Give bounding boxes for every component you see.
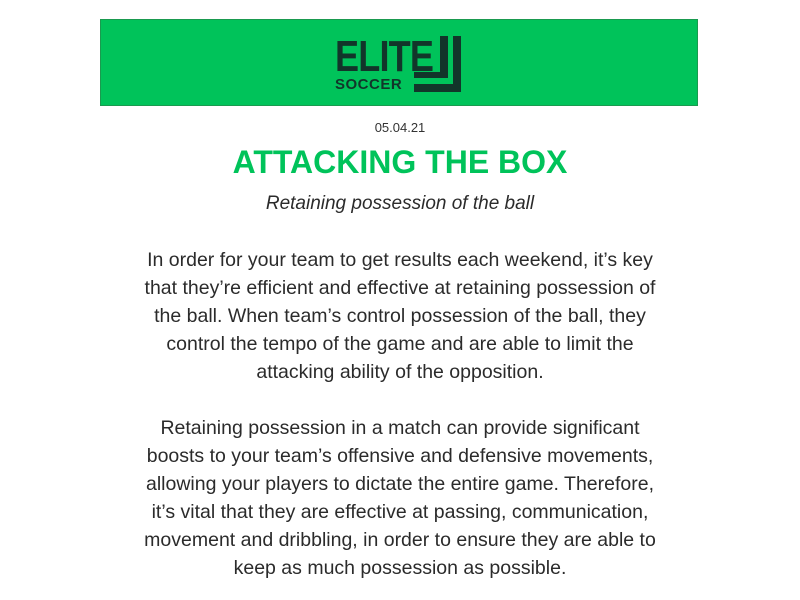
header-banner: ELITE SOCCER (100, 19, 698, 106)
article-paragraph: In order for your team to get results ea… (144, 249, 656, 383)
article-date: 05.04.21 (374, 120, 426, 135)
logo-wordmark: ELITE (335, 32, 434, 81)
logo-bracket-icon (414, 36, 461, 92)
logo-subword: SOCCER (335, 76, 403, 93)
article-paragraph: Retaining possession in a match can prov… (144, 417, 656, 579)
article-title: ATTACKING THE BOX (232, 144, 568, 180)
elite-soccer-logo[interactable]: ELITE SOCCER (334, 34, 468, 94)
article-subtitle: Retaining possession of the ball (265, 193, 535, 214)
